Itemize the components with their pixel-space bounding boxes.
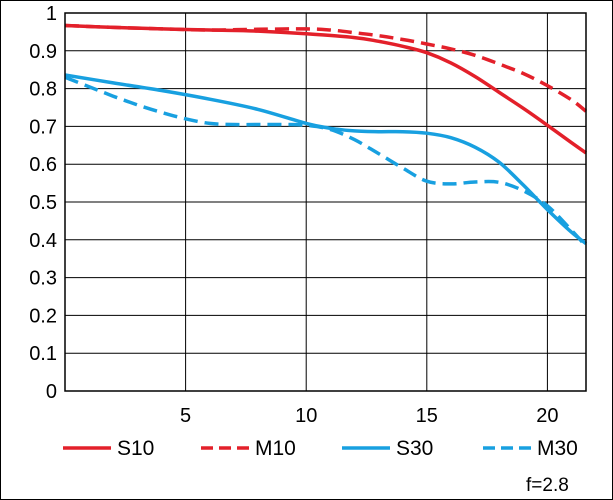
y-tick-label: 0.9 [29, 41, 57, 63]
y-tick-label: 0.3 [29, 268, 57, 290]
x-tick-label: 20 [536, 405, 558, 427]
series-line-m10 [64, 23, 588, 113]
x-tick-label: 10 [295, 405, 317, 427]
legend-label-s10: S10 [117, 437, 154, 460]
x-tick-label: 15 [416, 405, 438, 427]
plot-border [64, 12, 587, 392]
y-tick-label: 0.2 [29, 305, 57, 327]
y-tick-label: 0.8 [29, 79, 57, 101]
grid [65, 13, 586, 391]
legend-label-s30: S30 [396, 437, 433, 460]
series-line-m30 [64, 75, 588, 248]
y-tick-label: 0.4 [29, 230, 57, 252]
y-tick-label: 0.1 [29, 343, 57, 365]
y-tick-label: 1 [46, 3, 57, 25]
series-lines [64, 23, 588, 248]
legend-label-m30: M30 [537, 437, 578, 460]
y-tick-label: 0.6 [29, 154, 57, 176]
legend: S10 M10 S30 M30 [63, 437, 578, 460]
x-tick-label: 5 [180, 405, 191, 427]
y-tick-label: 0.5 [29, 192, 57, 214]
y-tick-label: 0.7 [29, 116, 57, 138]
x-tick-labels: 5 10 15 20 [180, 405, 558, 427]
series-line-s30 [64, 73, 588, 245]
legend-label-m10: M10 [255, 437, 296, 460]
y-tick-labels: 0 0.1 0.2 0.3 0.4 0.5 0.6 0.7 0.8 0.9 1 [29, 3, 57, 403]
y-tick-label: 0 [46, 381, 57, 403]
aperture-note: f=2.8 [526, 475, 569, 496]
